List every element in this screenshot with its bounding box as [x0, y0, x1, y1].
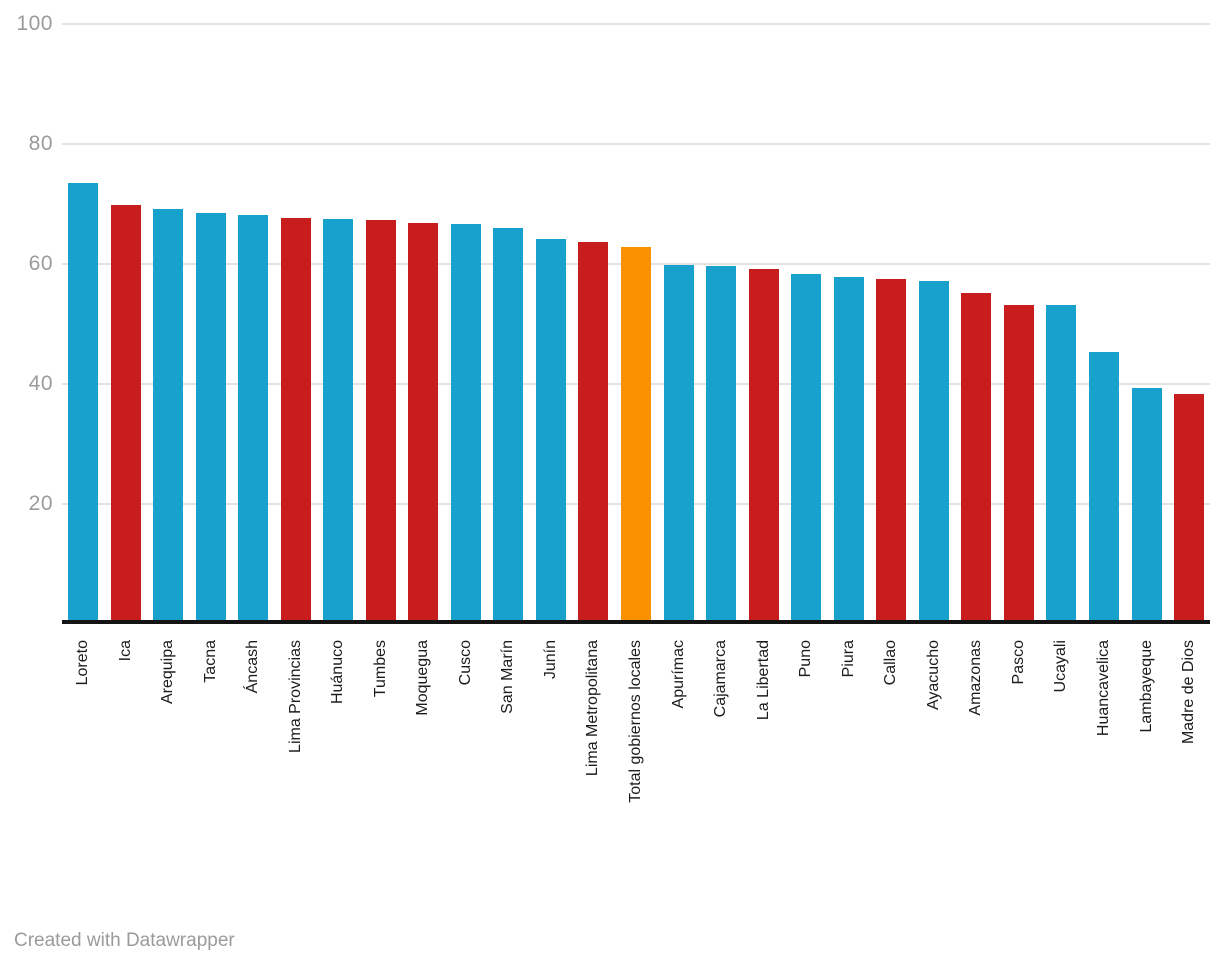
bar-callao[interactable]	[876, 279, 907, 624]
bar-madre-de-dios[interactable]	[1174, 393, 1205, 624]
x-category-label: Moquegua	[414, 640, 432, 716]
x-category-label: Cusco	[456, 640, 474, 686]
x-category-label: Huánuco	[329, 640, 347, 705]
bar-pasco[interactable]	[1003, 304, 1034, 624]
bar-lima-provincias[interactable]	[280, 217, 311, 624]
x-category-label: Madre de Dios	[1180, 640, 1198, 745]
bar-ayacucho[interactable]	[918, 280, 949, 624]
y-tick-label: 40	[28, 372, 53, 395]
bar-total-gobiernos-locales[interactable]	[621, 246, 652, 624]
bar-moquegua[interactable]	[408, 222, 439, 624]
x-category-label: San Marín	[499, 640, 517, 714]
x-category-label: Loreto	[74, 640, 91, 686]
x-category-label: Lambayeque	[1137, 640, 1155, 733]
x-category-label: Áncash	[244, 640, 262, 694]
y-gridline	[62, 23, 1210, 25]
bar-amazonas[interactable]	[961, 292, 992, 624]
bar-arequipa[interactable]	[153, 208, 184, 624]
x-category-label: Pasco	[1009, 640, 1027, 685]
bar-tacna[interactable]	[195, 213, 226, 624]
x-category-label: Ucayali	[1052, 640, 1070, 693]
x-category-label: Callao	[882, 640, 900, 686]
x-category-label: Lima Provincias	[286, 640, 304, 753]
y-tick-label: 60	[28, 252, 53, 275]
x-category-label: Junín	[541, 640, 559, 680]
x-category-label: Lima Metropolitana	[584, 640, 602, 777]
x-category-label: Total gobiernos locales	[627, 640, 645, 803]
bar-lima-metropolitana[interactable]	[578, 242, 609, 624]
bar-puno[interactable]	[791, 274, 822, 624]
x-category-label: Tacna	[201, 640, 219, 683]
bar-san-marín[interactable]	[493, 228, 524, 624]
x-category-label: Piura	[839, 640, 857, 678]
bar-junín[interactable]	[535, 239, 566, 624]
x-category-label: La Libertad	[754, 640, 772, 721]
bar-apurímac[interactable]	[663, 264, 694, 624]
bar-piura[interactable]	[833, 276, 864, 624]
bar-áncash[interactable]	[238, 214, 269, 624]
bar-loreto[interactable]	[68, 183, 98, 624]
y-gridline	[62, 143, 1210, 145]
y-tick-label: 100	[16, 12, 53, 35]
x-category-label: Ayacucho	[924, 640, 942, 710]
x-category-label: Tumbes	[371, 640, 389, 698]
bar-huánuco[interactable]	[323, 219, 354, 624]
y-tick-label: 80	[28, 132, 53, 155]
plot-area: 20 40 60 80 100 Loreto Ica Arequipa Tacna Áncash L…	[16, 12, 1210, 803]
x-category-label: Ica	[116, 640, 134, 662]
x-category-label: Cajamarca	[712, 640, 730, 718]
bar-huancavelica[interactable]	[1088, 351, 1119, 624]
bar-la-libertad[interactable]	[748, 268, 779, 624]
x-category-label: Amazonas	[967, 640, 985, 716]
x-axis-line	[62, 620, 1210, 624]
bar-cajamarca[interactable]	[706, 266, 737, 624]
x-category-label: Arequipa	[159, 640, 177, 705]
x-category-label: Puno	[797, 640, 815, 678]
bar-ica[interactable]	[110, 204, 141, 624]
x-category-label: Apurímac	[669, 640, 687, 709]
attribution-link[interactable]: Created with Datawrapper	[14, 930, 235, 951]
bar-lambayeque[interactable]	[1131, 388, 1162, 624]
bar-ucayali[interactable]	[1046, 305, 1077, 624]
y-tick-label: 20	[28, 492, 53, 515]
bar-tumbes[interactable]	[365, 220, 396, 624]
x-category-label: Huancavelica	[1094, 640, 1112, 737]
bar-cusco[interactable]	[450, 223, 481, 624]
